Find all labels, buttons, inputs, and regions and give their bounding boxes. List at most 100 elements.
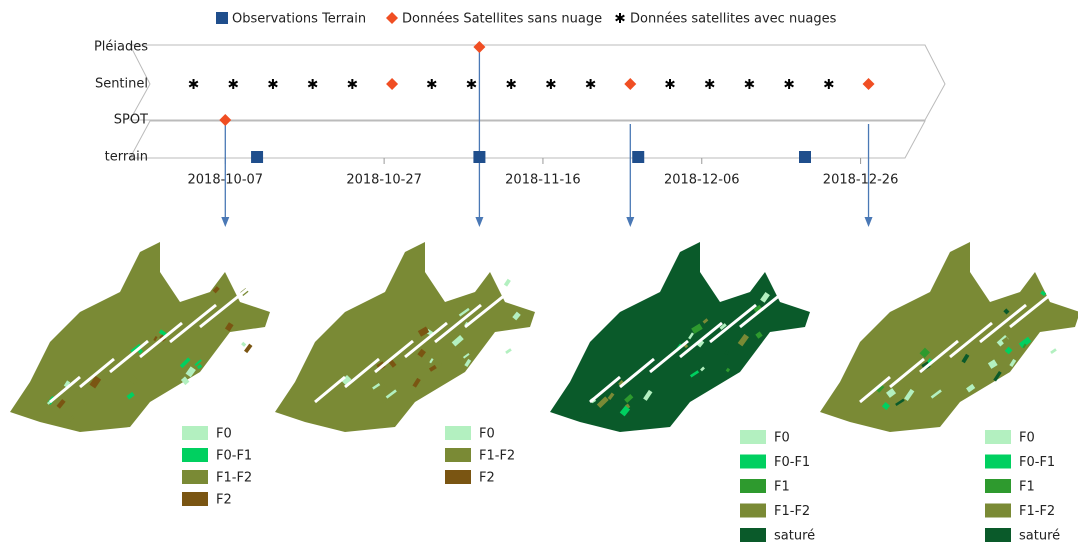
map-patch bbox=[417, 348, 426, 358]
marker-diamond bbox=[219, 114, 232, 126]
legend-label: F2 bbox=[479, 471, 495, 486]
legend-label: F0 bbox=[216, 427, 232, 442]
marker-diamond bbox=[386, 78, 399, 90]
map-gap bbox=[464, 285, 516, 329]
marker-asterisk bbox=[188, 79, 199, 89]
legend-swatch bbox=[445, 448, 471, 462]
row-label: Pléiades bbox=[94, 40, 148, 55]
map-patch bbox=[762, 308, 771, 317]
arrow-head bbox=[626, 217, 635, 227]
map-patch bbox=[1004, 346, 1013, 355]
map-gap bbox=[619, 357, 655, 389]
asterisk-stroke bbox=[615, 14, 625, 22]
map-patch bbox=[196, 364, 203, 370]
arrow-head bbox=[221, 217, 230, 227]
map bbox=[275, 242, 535, 432]
map-patch bbox=[428, 364, 437, 372]
map-patch bbox=[379, 383, 388, 392]
map-patch bbox=[241, 341, 247, 347]
map-patch bbox=[904, 388, 915, 402]
map-patch bbox=[881, 401, 891, 411]
asterisk-stroke bbox=[585, 80, 596, 88]
map-patch bbox=[429, 358, 434, 364]
map-patch bbox=[67, 415, 75, 423]
map-patch bbox=[919, 347, 930, 359]
map-patch bbox=[153, 336, 158, 342]
map-patch bbox=[702, 318, 709, 324]
map-area bbox=[275, 242, 535, 432]
map-patch bbox=[625, 403, 631, 409]
map-patch bbox=[961, 353, 970, 364]
asterisk-stroke bbox=[426, 80, 437, 88]
map-gap bbox=[739, 285, 791, 329]
map-patch bbox=[244, 343, 253, 354]
map-patch bbox=[895, 398, 905, 407]
map-patch bbox=[458, 307, 470, 317]
legend-label: F1-F2 bbox=[479, 449, 515, 464]
map-patch bbox=[381, 396, 389, 404]
marker-square bbox=[799, 151, 811, 163]
legend-swatch bbox=[182, 448, 208, 462]
map-patch bbox=[993, 370, 1002, 382]
legend-swatch bbox=[985, 503, 1011, 518]
row-label: terrain bbox=[105, 150, 148, 165]
legend-label: F0-F1 bbox=[1019, 455, 1055, 470]
legend-swatch bbox=[985, 430, 1011, 444]
map-patch bbox=[700, 366, 705, 372]
map-gap bbox=[139, 321, 183, 359]
map-patch bbox=[194, 359, 202, 367]
x-tick-label: 2018-12-26 bbox=[823, 173, 899, 188]
map-patch bbox=[696, 339, 705, 348]
map-gap bbox=[109, 339, 149, 374]
asterisk-stroke bbox=[704, 80, 715, 88]
legend-label: F2 bbox=[216, 493, 232, 508]
map-patch bbox=[126, 391, 135, 400]
marker-diamond bbox=[386, 12, 398, 24]
map-gap bbox=[649, 339, 689, 374]
map-patch bbox=[464, 358, 472, 368]
map-patch bbox=[82, 398, 91, 406]
map-patch bbox=[412, 377, 421, 388]
map-patch bbox=[724, 350, 729, 356]
x-tick-label: 2018-10-27 bbox=[346, 173, 422, 188]
map-patch bbox=[875, 383, 885, 393]
map-patch bbox=[129, 375, 139, 385]
map-patch bbox=[1009, 358, 1017, 368]
map-patch bbox=[1022, 343, 1027, 349]
map-area bbox=[10, 242, 270, 432]
map-patch bbox=[385, 389, 397, 399]
asterisk-stroke bbox=[744, 80, 755, 88]
map-patch bbox=[158, 329, 167, 337]
marker-asterisk bbox=[585, 79, 596, 89]
map bbox=[10, 242, 270, 432]
map-patch bbox=[417, 326, 430, 337]
timeline-band bbox=[129, 44, 946, 121]
map-patch bbox=[688, 332, 694, 340]
map-patch bbox=[753, 304, 764, 315]
legend-swatch bbox=[182, 426, 208, 440]
map-gap bbox=[679, 321, 723, 359]
row-label: SPOT bbox=[114, 113, 148, 128]
marker-square bbox=[473, 151, 486, 163]
map-patch bbox=[462, 353, 470, 359]
asterisk-stroke bbox=[506, 80, 517, 88]
map-patch bbox=[576, 409, 588, 419]
marker-asterisk bbox=[347, 79, 358, 89]
legend-swatch bbox=[445, 426, 471, 440]
legend-label: F1 bbox=[774, 480, 790, 495]
map-area bbox=[820, 242, 1078, 432]
legend-label: F0-F1 bbox=[216, 449, 252, 464]
map-patch bbox=[987, 359, 998, 369]
map-patch bbox=[1001, 336, 1010, 344]
map-patch bbox=[619, 405, 631, 417]
map-gap bbox=[949, 321, 993, 359]
asterisk-stroke bbox=[228, 80, 239, 88]
map-gap bbox=[979, 303, 1027, 344]
map-patch bbox=[966, 383, 976, 393]
marker-asterisk bbox=[823, 79, 834, 89]
asterisk-stroke bbox=[546, 80, 556, 88]
legend-swatch bbox=[740, 479, 766, 493]
asterisk-stroke bbox=[665, 80, 675, 88]
map-patch bbox=[903, 380, 917, 392]
map-patch bbox=[737, 333, 750, 347]
